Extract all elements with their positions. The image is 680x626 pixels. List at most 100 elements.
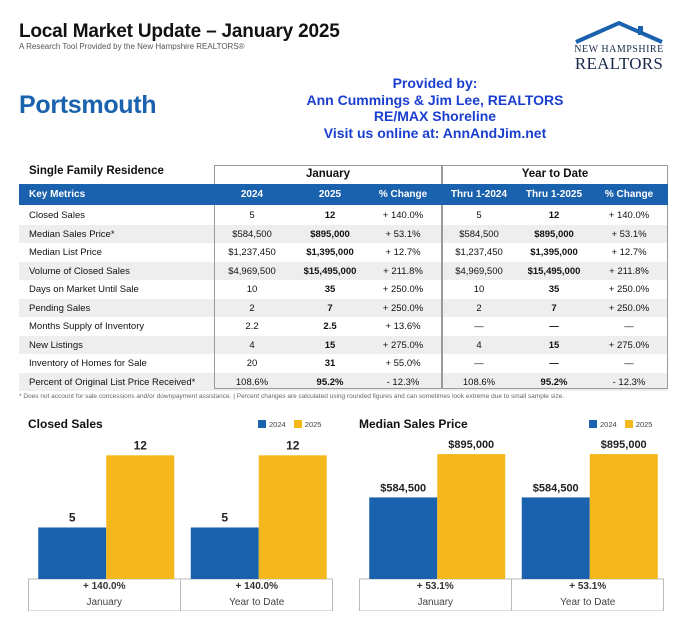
metric-value: 15 bbox=[324, 339, 336, 351]
category-label: January bbox=[86, 597, 122, 608]
provided-line-4[interactable]: Visit us online at: AnnAndJim.net bbox=[323, 124, 547, 141]
legend-item-2024: 2024 bbox=[258, 420, 286, 429]
table-row: Inventory of Homes for Sale 20 31 + 55.0% — —… bbox=[19, 354, 668, 373]
metric-value: 12 bbox=[324, 210, 336, 221]
header-cell-5: Thru 1-2025 bbox=[525, 189, 583, 200]
bar-label: 5 bbox=[69, 510, 76, 524]
chart-title: Median Sales Price bbox=[359, 417, 468, 431]
metric-label: Median List Price bbox=[29, 247, 102, 258]
metric-value: + 275.0% bbox=[382, 339, 424, 351]
metric-label: Pending Sales bbox=[29, 302, 91, 314]
category-label: Year to Date bbox=[560, 597, 616, 608]
metric-value: $584,500 bbox=[232, 228, 272, 240]
metric-value: 7 bbox=[327, 302, 333, 314]
table-row: Median Sales Price* $584,500 $895,000 + 53.… bbox=[19, 224, 668, 243]
table-row: Pending Sales 2 7 + 250.0% 2 7 + 250.0% bbox=[19, 298, 668, 317]
median-sales-price-plot: $584,500 $895,000 + 53.1% January $584,500 $8… bbox=[359, 439, 664, 611]
metric-value: $4,969,500 bbox=[455, 265, 503, 277]
category-label: January bbox=[417, 597, 453, 608]
median-sales-price-chart: Median Sales Price 2024 2025 $584,500 $89… bbox=[359, 415, 664, 615]
metric-value: 108.6% bbox=[235, 376, 269, 388]
metric-value: — bbox=[474, 321, 484, 332]
metric-value: $895,000 bbox=[310, 228, 350, 240]
page-title: Local Market Update – January 2025 bbox=[19, 21, 340, 42]
legend-item-2025: 2025 bbox=[293, 420, 321, 429]
metric-value: + 275.0% bbox=[608, 339, 650, 351]
metric-label: Days on Market Until Sale bbox=[29, 284, 139, 295]
metric-value: 5 bbox=[249, 210, 255, 221]
metric-value: 4 bbox=[249, 339, 255, 351]
bar-2025-1 bbox=[258, 455, 327, 579]
group-ytd-label: Year to Date bbox=[521, 168, 589, 180]
house-roof-icon bbox=[575, 20, 663, 44]
metric-value: 5 bbox=[476, 210, 482, 221]
category-label: Year to Date bbox=[229, 597, 285, 608]
bar-2024-0 bbox=[369, 497, 438, 579]
metric-value: $15,495,000 bbox=[303, 265, 357, 277]
table-row: Closed Sales 5 12 + 140.0% 5 12 + 140.0% bbox=[19, 206, 668, 225]
change-label: + 53.1% bbox=[417, 581, 454, 592]
chart-legend: 2024 2025 bbox=[258, 420, 327, 429]
metric-value: 7 bbox=[551, 302, 557, 314]
metric-value: 12 bbox=[548, 210, 560, 221]
closed-sales-plot: 5 12 + 140.0% January 5 12 + 140.0% Year to Dat… bbox=[28, 438, 333, 611]
logo-line-1: NEW HAMPSHIRE bbox=[574, 44, 664, 55]
metric-value: 2 bbox=[476, 302, 482, 314]
metric-value: + 250.0% bbox=[382, 302, 424, 314]
metric-value: 10 bbox=[473, 284, 485, 295]
header-cell-3: % Change bbox=[378, 189, 428, 200]
metric-value: + 13.6% bbox=[385, 321, 421, 332]
header-cell-2: 2025 bbox=[318, 189, 342, 200]
metric-label: Volume of Closed Sales bbox=[29, 265, 130, 277]
metric-value: + 250.0% bbox=[608, 284, 650, 295]
change-label: + 140.0% bbox=[235, 581, 278, 592]
metric-value: 2.5 bbox=[323, 321, 337, 332]
metric-value: 2.2 bbox=[245, 321, 259, 332]
bar-label: 12 bbox=[134, 438, 148, 452]
metric-label: Median Sales Price* bbox=[29, 228, 115, 240]
metric-value: 10 bbox=[246, 284, 258, 295]
metric-value: + 12.7% bbox=[611, 247, 647, 258]
metric-value: $1,237,450 bbox=[455, 247, 503, 258]
table-row: New Listings 4 15 + 275.0% 4 15 + 275.0% bbox=[19, 335, 668, 354]
metric-value: 108.6% bbox=[462, 376, 496, 388]
metric-value: $895,000 bbox=[534, 228, 574, 240]
bar-2024-0 bbox=[38, 527, 107, 579]
bar-2025-0 bbox=[437, 454, 506, 579]
realtors-logo: NEW HAMPSHIRE REALTORS bbox=[568, 20, 670, 74]
ytd-group-box bbox=[442, 165, 668, 389]
provided-line-3: RE/MAX Shoreline bbox=[373, 108, 497, 124]
provided-by-block: Provided by: Ann Cummings & Jim Lee, REA… bbox=[230, 75, 640, 141]
table-row: Days on Market Until Sale 10 35 + 250.0% 10 3… bbox=[19, 280, 668, 299]
metric-value: $15,495,000 bbox=[527, 265, 581, 277]
page-subtitle: A Research Tool Provided by the New Hamp… bbox=[19, 42, 245, 51]
metric-value: $1,395,000 bbox=[530, 247, 578, 258]
bar-label: $895,000 bbox=[601, 439, 647, 451]
provided-line-1: Provided by: bbox=[392, 75, 478, 91]
bar-label: $584,500 bbox=[380, 482, 426, 494]
metric-value: + 53.1% bbox=[385, 228, 421, 240]
header-cell-6: % Change bbox=[604, 189, 654, 200]
header-cell-4: Thru 1-2024 bbox=[450, 189, 508, 200]
metric-value: 20 bbox=[246, 358, 258, 369]
section-label: Single Family Residence bbox=[29, 165, 164, 177]
metric-value: + 140.0% bbox=[382, 210, 424, 221]
metric-value: 2 bbox=[249, 302, 255, 314]
table-header-row: Key Metrics 2024 2025 % Change Thru 1-2024 Th… bbox=[19, 184, 668, 205]
metric-value: + 12.7% bbox=[385, 247, 421, 258]
metric-value: 95.2% bbox=[316, 376, 344, 388]
closed-sales-chart: Closed Sales 2024 2025 5 12 + 140.0% Januar… bbox=[28, 415, 333, 615]
metric-value: — bbox=[474, 358, 484, 369]
metric-value: - 12.3% bbox=[386, 376, 420, 388]
metric-value: - 12.3% bbox=[612, 376, 646, 388]
table-row: Percent of Original List Price Received*… bbox=[19, 372, 668, 391]
chart-legend: 2024 2025 bbox=[589, 420, 658, 429]
metric-value: + 55.0% bbox=[385, 358, 421, 369]
bar-2025-0 bbox=[106, 455, 175, 579]
metric-value: 95.2% bbox=[540, 376, 568, 388]
chart-title: Closed Sales bbox=[28, 417, 103, 431]
bar-label: $895,000 bbox=[448, 439, 494, 451]
metric-value: 35 bbox=[548, 284, 560, 295]
logo-line-2: REALTORS bbox=[574, 54, 664, 73]
metric-label: Inventory of Homes for Sale bbox=[29, 358, 147, 369]
